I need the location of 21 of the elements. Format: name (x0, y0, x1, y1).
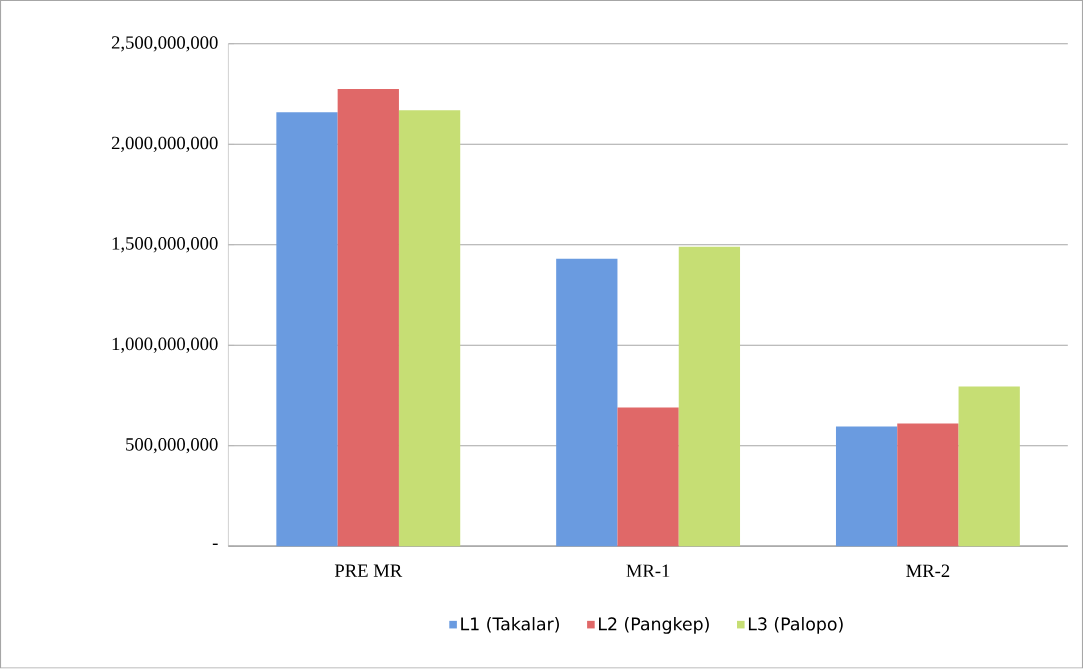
y-tick-label: 1,500,000,000 (112, 237, 218, 253)
legend-label: L1 (Takalar) (461, 617, 559, 633)
x-tick-label: MR-2 (906, 564, 950, 578)
y-tick-label: - (212, 543, 218, 546)
bar (398, 110, 461, 547)
bar (556, 259, 618, 547)
y-tick-label: 500,000,000 (126, 438, 218, 454)
x-tick-label: PRE MR (334, 564, 403, 577)
bar (276, 112, 338, 547)
y-tick-label: 2,000,000,000 (111, 136, 218, 153)
bar (897, 423, 959, 547)
bar (958, 386, 1020, 547)
x-tick-label: MR-1 (626, 564, 670, 578)
legend-label: L2 (Pangkep) (599, 617, 709, 634)
y-tick-label: 2,500,000,000 (111, 36, 218, 52)
bar (337, 89, 399, 547)
legend-label: L3 (Palopo) (748, 617, 843, 634)
bar (617, 407, 679, 547)
bar (835, 426, 898, 547)
y-tick-label: 1,000,000,000 (112, 337, 218, 354)
bar (678, 246, 741, 547)
